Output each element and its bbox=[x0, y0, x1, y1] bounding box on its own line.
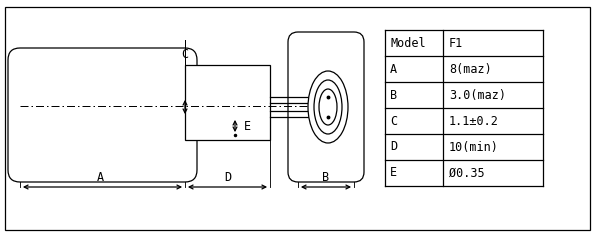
Text: 10(min): 10(min) bbox=[449, 141, 499, 153]
Text: 1.1±0.2: 1.1±0.2 bbox=[449, 114, 499, 128]
Text: 8(maz): 8(maz) bbox=[449, 63, 492, 75]
Text: C: C bbox=[181, 48, 189, 61]
Text: E: E bbox=[244, 120, 251, 133]
Text: D: D bbox=[390, 141, 397, 153]
Text: E: E bbox=[390, 167, 397, 180]
FancyBboxPatch shape bbox=[8, 48, 197, 182]
Text: Model: Model bbox=[390, 36, 426, 50]
Text: A: A bbox=[390, 63, 397, 75]
Text: A: A bbox=[97, 171, 103, 184]
Text: D: D bbox=[224, 171, 232, 184]
FancyBboxPatch shape bbox=[288, 32, 364, 182]
Text: 3.0(maz): 3.0(maz) bbox=[449, 89, 506, 102]
Text: B: B bbox=[322, 171, 330, 184]
Text: F1: F1 bbox=[449, 36, 463, 50]
Text: B: B bbox=[390, 89, 397, 102]
Bar bbox=[185, 65, 270, 140]
Text: Ø0.35: Ø0.35 bbox=[449, 167, 485, 180]
Ellipse shape bbox=[314, 80, 342, 134]
Ellipse shape bbox=[308, 71, 348, 143]
Text: C: C bbox=[390, 114, 397, 128]
Ellipse shape bbox=[319, 89, 337, 125]
